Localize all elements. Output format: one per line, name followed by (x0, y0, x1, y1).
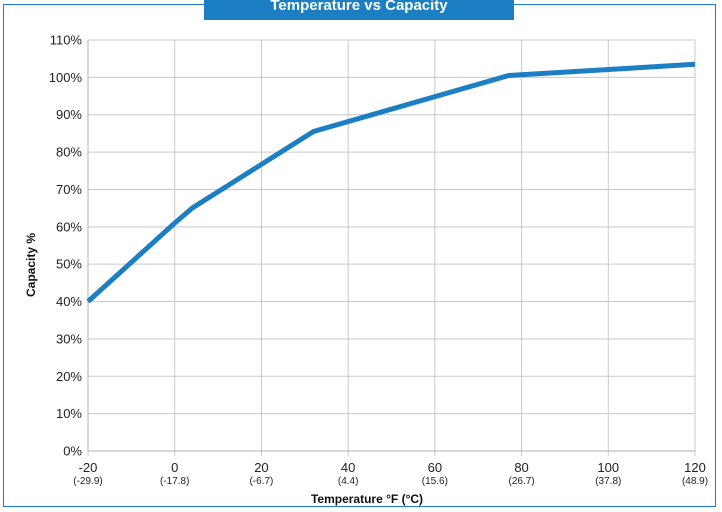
x-tick-label: -20 (79, 460, 98, 475)
x-tick-label: 60 (428, 460, 442, 475)
y-tick-label: 10% (56, 406, 82, 421)
x-axis-title: Temperature °F (°C) (311, 492, 423, 506)
x-tick-sublabel: (37.8) (595, 476, 621, 487)
x-tick-label: 80 (514, 460, 528, 475)
x-tick-label: 120 (684, 460, 706, 475)
y-tick-label: 110% (50, 33, 83, 48)
x-tick-sublabel: (48.9) (682, 476, 708, 487)
y-tick-label: 50% (56, 257, 82, 272)
y-tick-labels: 0% 10% 20% 30% 40% 50% 60% 70% 80% 90% 100% 110% (49, 33, 83, 459)
x-tick-sublabel: (15.6) (422, 476, 448, 487)
y-tick-label: 60% (56, 219, 82, 234)
y-tick-label: 90% (56, 107, 82, 122)
x-tick-sublabel: (26.7) (509, 476, 535, 487)
grid-lines (87, 39, 696, 456)
x-tick-label: 0 (171, 460, 178, 475)
x-tick-sublabel: (-17.8) (160, 476, 189, 487)
y-tick-label: 30% (56, 331, 82, 346)
capacity-line (86, 61, 696, 304)
y-tick-label: 0% (63, 444, 82, 459)
x-tick-sublabel: (4.4) (338, 476, 359, 487)
y-tick-label: 70% (56, 182, 82, 197)
x-tick-sublabel: (-6.7) (249, 476, 273, 487)
x-tick-sublabel: (-29.9) (73, 476, 102, 487)
y-tick-label: 100% (49, 70, 83, 85)
y-tick-label: 20% (56, 369, 82, 384)
x-tick-label: 100 (597, 460, 619, 475)
series-lines (86, 61, 696, 304)
y-tick-label: 40% (56, 294, 82, 309)
y-tick-label: 80% (56, 145, 82, 160)
chart-title: Temperature vs Capacity (204, 0, 514, 20)
x-tick-label: 20 (254, 460, 268, 475)
x-tick-labels: -20(-29.9) 0(-17.8) 20(-6.7) 40(4.4) 60(15.6… (73, 460, 708, 487)
x-tick-label: 40 (341, 460, 355, 475)
chart-title-text: Temperature vs Capacity (270, 0, 448, 14)
y-axis-title: Capacity % (24, 233, 38, 297)
